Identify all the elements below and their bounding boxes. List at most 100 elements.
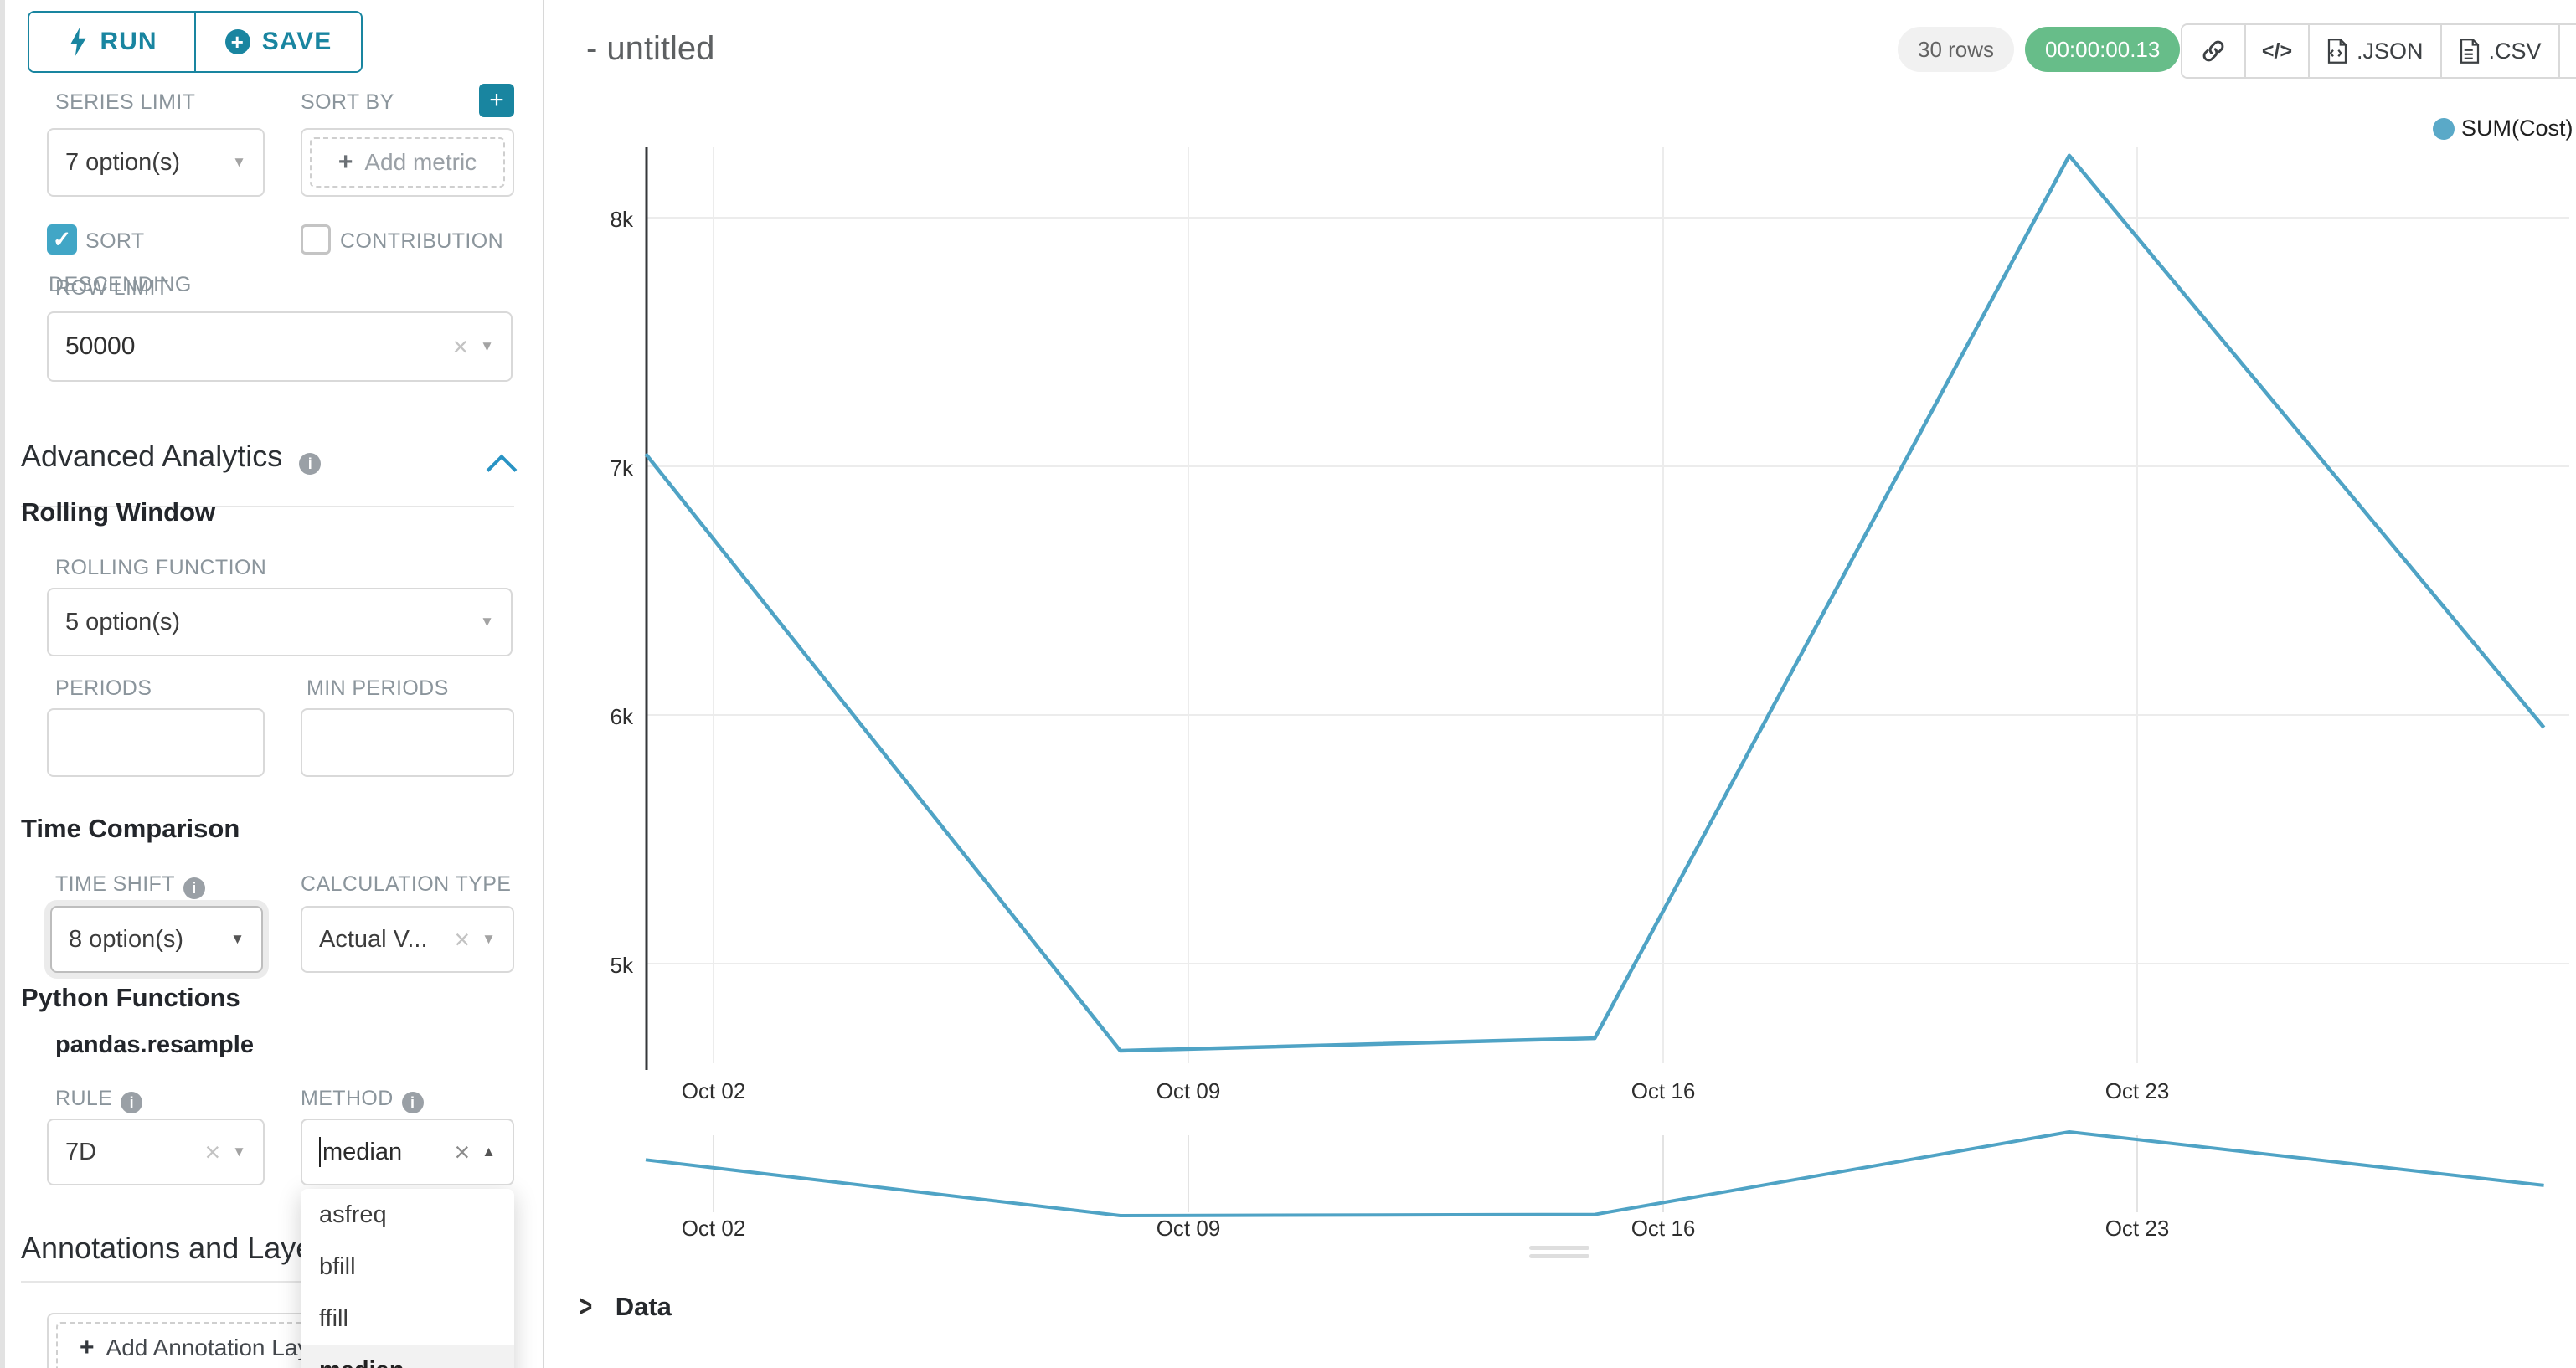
legend-dot-icon [2433,117,2455,140]
x-gridlines [713,147,2138,1063]
sort-by-label: SORT BY [301,90,394,114]
calculation-type-label: CALCULATION TYPE [301,872,512,896]
info-icon: i [401,1092,424,1113]
caret-down-icon: ▼ [482,931,496,947]
minimap-tick-oct16: Oct 16 [1631,1216,1696,1241]
minimap-ticks [713,1135,2138,1212]
time-shift-select[interactable]: 8 option(s) ▼ [50,906,263,973]
info-icon: i [183,877,205,899]
rolling-window-title: Rolling Window [21,497,216,527]
view-query-button[interactable]: </> [2244,25,2308,77]
caret-down-icon: ▼ [480,614,494,630]
check-icon: ✓ [52,226,72,252]
method-option-asfreq[interactable]: asfreq [319,1201,387,1228]
row-limit-label: ROW LIMIT [55,276,169,300]
chevron-right-icon: > [579,1288,593,1324]
share-link-button[interactable] [2182,25,2244,77]
data-panel-toggle[interactable]: > Data [578,1288,671,1324]
row-limit-select[interactable]: 50000 × ▼ [47,311,513,382]
calculation-type-value: Actual V... [319,925,428,953]
caret-up-icon: ▲ [482,1144,496,1160]
row-limit-value: 50000 [65,332,136,360]
annotations-title: Annotations and Layers [21,1231,338,1265]
add-metric-placeholder: Add metric [364,149,477,175]
info-icon: i [121,1092,143,1113]
x-tick-oct16: Oct 16 [1631,1078,1696,1103]
plus-icon: + [80,1334,95,1361]
minimap-tick-oct02: Oct 02 [681,1216,746,1241]
control-panel: RUN + SAVE SERIES LIMIT SORT BY + 7 opti… [0,0,544,1368]
contribution-label: CONTRIBUTION [340,229,504,253]
sort-by-add-metric[interactable]: + Add metric [301,128,514,197]
method-option-median[interactable]: median [301,1345,514,1368]
x-tick-oct23: Oct 23 [2105,1078,2170,1103]
rolling-function-select[interactable]: 5 option(s) ▼ [47,588,513,656]
advanced-analytics-title: Advanced Analytics [21,439,283,473]
export-csv-label: .CSV [2488,38,2542,64]
series-limit-value: 7 option(s) [65,148,181,176]
periods-input[interactable] [47,708,265,777]
chart-menu-button[interactable] [2558,25,2576,77]
advanced-analytics-header[interactable]: Advanced Analytics i [21,439,322,475]
minimap-tick-oct09: Oct 09 [1156,1216,1221,1241]
caret-down-icon: ▼ [480,338,494,354]
sort-descending-label-2: DESCENDING [49,273,192,296]
rolling-function-value: 5 option(s) [65,608,181,635]
add-metric-plus-button[interactable]: + [479,84,514,117]
clear-icon[interactable]: × [452,331,469,362]
clear-icon[interactable]: × [454,923,471,954]
caret-down-icon: ▼ [230,931,245,947]
rows-badge: 30 rows [1898,27,2015,72]
calculation-type-select[interactable]: Actual V... × ▼ [301,906,514,973]
minimap-tick-oct23: Oct 23 [2105,1216,2170,1241]
method-option-ffill[interactable]: ffill [319,1304,348,1332]
min-periods-label: MIN PERIODS [307,676,449,700]
info-icon: i [299,453,322,475]
contribution-checkbox[interactable] [301,224,331,255]
section-divider [21,1281,514,1283]
cost-series-line [644,153,2546,1053]
python-functions-title: Python Functions [21,983,240,1012]
export-json-button[interactable]: .JSON [2308,25,2440,77]
y-tick-8k: 8k [610,207,633,232]
save-button[interactable]: + SAVE [194,13,361,71]
time-shift-value: 8 option(s) [69,925,184,953]
query-timer-badge: 00:00:00.13 [2025,27,2181,72]
rolling-function-label: ROLLING FUNCTION [55,556,267,579]
y-gridlines [647,217,2569,964]
export-csv-button[interactable]: .CSV [2439,25,2558,77]
x-tick-oct09: Oct 09 [1156,1078,1221,1103]
export-toolbar: </> .JSON .CSV [2181,23,2576,79]
x-tick-oct02: Oct 02 [681,1078,746,1103]
sort-descending-checkbox[interactable]: ✓ [47,224,77,255]
rule-value: 7D [65,1138,97,1165]
lightning-icon [70,28,86,56]
method-label: METHOD i [301,1087,424,1113]
series-limit-label: SERIES LIMIT [55,90,196,114]
rule-select[interactable]: 7D × ▼ [47,1119,265,1185]
sort-descending-label-1: SORT [85,229,145,253]
method-select[interactable]: median × ▲ [301,1119,514,1185]
pandas-resample-label: pandas.resample [55,1031,254,1058]
chart-title[interactable]: - untitled [586,30,715,67]
panel-resize-handle[interactable] [1529,1246,1589,1258]
clear-icon[interactable]: × [204,1136,221,1167]
run-button[interactable]: RUN [29,13,194,71]
clear-icon[interactable]: × [454,1136,471,1167]
time-shift-label: TIME SHIFT i [55,872,205,899]
sidebar-scrollbar[interactable] [0,0,5,1368]
rule-label: RULE i [55,1087,143,1113]
export-json-label: .JSON [2357,38,2424,64]
save-label: SAVE [261,28,332,55]
section-divider [21,506,514,507]
link-icon [2202,40,2224,62]
add-annotation-label: Add Annotation Layer [106,1335,331,1360]
chart-legend[interactable]: SUM(Cost) [2433,116,2573,141]
min-periods-input[interactable] [301,708,514,777]
y-tick-7k: 7k [610,455,633,481]
series-limit-select[interactable]: 7 option(s) ▼ [47,128,265,197]
method-option-bfill[interactable]: bfill [319,1252,356,1280]
y-tick-5k: 5k [610,953,633,978]
minimap-series-line [645,1130,2544,1217]
